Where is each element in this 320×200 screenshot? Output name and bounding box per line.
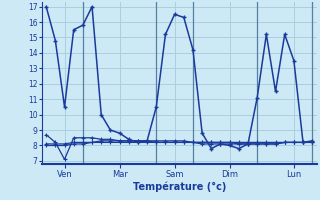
X-axis label: Température (°c): Température (°c) — [132, 181, 226, 192]
